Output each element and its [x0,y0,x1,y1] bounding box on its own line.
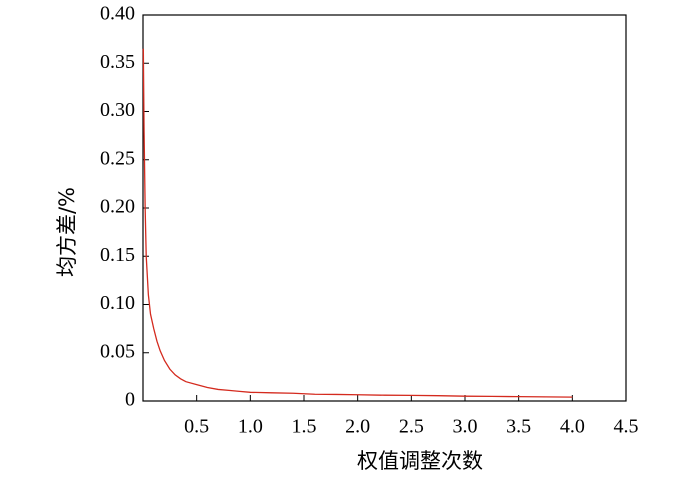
y-tick-label: 0.35 [100,51,135,73]
x-tick-label: 2.5 [399,416,424,438]
data-line [142,48,573,398]
x-tick-label: 1.0 [238,416,263,438]
x-tick-label: 4.5 [614,416,639,438]
plot-frame [142,14,627,402]
x-tick-label: 3.5 [506,416,531,438]
y-tick-label: 0.40 [100,3,135,25]
y-tick-label: 0.20 [100,196,135,218]
x-tick-label: 2.0 [345,416,370,438]
x-tick-label: 4.0 [560,416,585,438]
x-tick-label: 3.0 [453,416,478,438]
y-tick-label: 0.15 [100,244,135,266]
y-tick-label: 0.10 [100,292,135,314]
y-tick-label: 0 [125,389,135,411]
x-axis-title: 权值调整次数 [357,449,483,473]
x-tick-label: 1.5 [292,416,317,438]
y-tick-label: 0.05 [100,340,135,362]
y-tick-label: 0.25 [100,147,135,169]
y-axis-title: 均方差/% [55,187,79,277]
y-tick-label: 0.30 [100,99,135,121]
x-tick-label: 0.5 [184,416,209,438]
